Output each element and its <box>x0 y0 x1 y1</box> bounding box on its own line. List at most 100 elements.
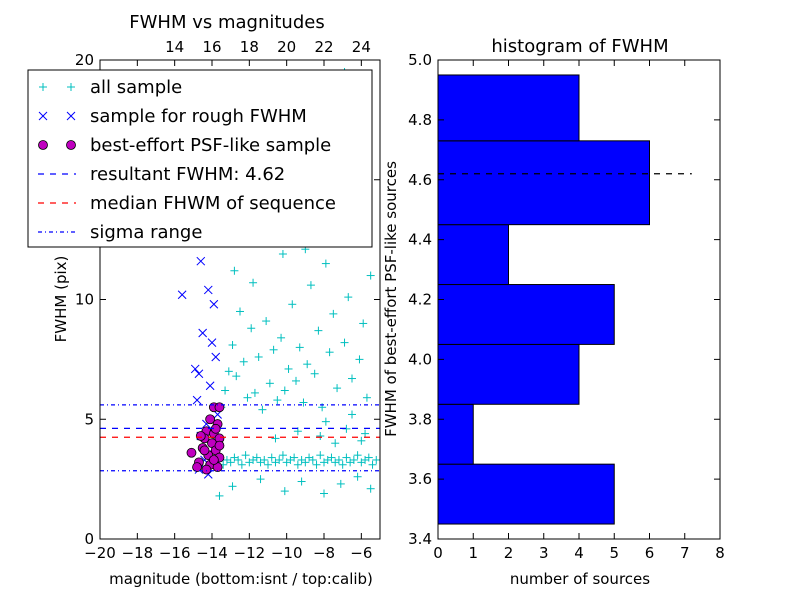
all-sample-point <box>348 374 356 383</box>
legend-item: best-effort PSF-like sample <box>38 135 331 156</box>
all-sample-point <box>321 417 330 426</box>
all-sample-point <box>348 410 356 419</box>
rough-fwhm-point <box>207 338 217 347</box>
all-sample-point <box>260 455 269 464</box>
histogram-bar <box>437 463 615 525</box>
all-sample-point <box>312 460 321 469</box>
all-sample-point <box>355 355 364 364</box>
legend-x-icon <box>38 111 48 121</box>
all-sample-point <box>338 460 347 469</box>
legend-x-icon <box>66 111 76 121</box>
all-sample-point <box>308 455 317 464</box>
all-sample-point <box>290 453 299 462</box>
legend-plus-icon <box>39 83 47 91</box>
all-sample-point <box>301 458 310 467</box>
all-sample-point <box>230 266 239 275</box>
rough-fwhm-point <box>211 352 221 362</box>
legend-item: sample for rough FWHM <box>38 106 307 127</box>
all-sample-point <box>249 278 258 287</box>
legend-item: sigma range <box>38 222 202 243</box>
all-sample-point <box>359 319 368 328</box>
x-tick-label: 0 <box>433 544 443 562</box>
all-sample-point <box>236 307 244 316</box>
y-tick-label: 3.8 <box>408 410 432 428</box>
legend-circle-icon <box>66 140 76 150</box>
all-sample-point <box>250 388 259 397</box>
all-sample-point <box>364 453 373 462</box>
all-sample-point <box>280 487 289 496</box>
rough-fwhm-point <box>192 395 202 405</box>
x-tick-label: 1 <box>468 544 478 562</box>
all-sample-point <box>340 338 349 347</box>
psf-like-point <box>186 447 197 458</box>
all-sample-point <box>314 326 323 335</box>
all-sample-point <box>221 386 230 395</box>
histogram-bar <box>437 140 650 226</box>
all-sample-point <box>271 434 280 443</box>
x-tick-label: −10 <box>271 544 303 562</box>
all-sample-point <box>366 271 375 280</box>
psf-like-point <box>201 464 212 475</box>
y-tick-label: 4.8 <box>408 111 432 129</box>
y-tick-label: 10 <box>75 291 94 309</box>
top-tick-label: 14 <box>165 38 184 56</box>
legend-item: resultant FWHM: 4.62 <box>38 164 285 185</box>
all-sample-point <box>278 451 287 460</box>
all-sample-point <box>321 259 330 268</box>
all-sample-point <box>293 460 302 469</box>
y-tick-label: 0 <box>84 530 94 548</box>
all-sample-point <box>344 293 353 302</box>
x-tick-label: −18 <box>122 544 154 562</box>
legend-item: all sample <box>39 77 182 98</box>
rough-fwhm-point <box>194 369 204 379</box>
all-sample-point <box>333 384 342 393</box>
all-sample-point <box>265 379 274 388</box>
all-sample-point <box>280 386 289 395</box>
x-tick-label: −12 <box>234 544 266 562</box>
histogram-bar <box>437 224 509 286</box>
all-sample-point <box>264 460 272 469</box>
all-sample-point <box>316 432 325 441</box>
legend-label: sample for rough FWHM <box>90 106 307 127</box>
all-sample-point <box>327 453 336 462</box>
all-sample-point <box>215 491 224 500</box>
all-sample-point <box>252 453 261 462</box>
all-sample-point <box>295 343 304 352</box>
x-tick-label: −8 <box>313 544 335 562</box>
all-sample-point <box>334 455 343 464</box>
all-sample-point <box>353 472 362 481</box>
x-tick-label: 6 <box>645 544 655 562</box>
all-sample-point <box>361 429 370 438</box>
all-sample-point <box>306 281 315 290</box>
legend-plus-icon <box>67 83 75 91</box>
all-sample-point <box>303 360 312 369</box>
all-sample-point <box>239 357 248 366</box>
all-sample-point <box>262 317 271 326</box>
legend-label: median FHWM of sequence <box>90 193 336 214</box>
all-sample-point <box>232 372 241 381</box>
x-tick-label: −14 <box>196 544 228 562</box>
all-sample-point <box>325 348 334 357</box>
legend-item: median FHWM of sequence <box>38 193 336 214</box>
legend-circle-icon <box>38 140 48 150</box>
all-sample-point <box>256 475 265 484</box>
psf-like-point <box>205 414 216 425</box>
histogram-bar <box>437 343 580 405</box>
rough-fwhm-point <box>190 364 200 374</box>
all-sample-point <box>273 396 282 405</box>
all-sample-point <box>277 333 286 342</box>
right-y-axis-label: FWHM of best-effort PSF-like sources <box>382 161 400 437</box>
all-sample-point <box>243 393 252 402</box>
x-tick-label: 4 <box>574 544 584 562</box>
right-chart-title: histogram of FWHM <box>491 36 668 57</box>
top-tick-label: 16 <box>202 38 221 56</box>
legend: all sample sample for rough FWHM best-effo… <box>27 69 373 248</box>
rough-fwhm-point <box>203 285 213 295</box>
all-sample-point <box>297 477 306 486</box>
x-tick-label: −16 <box>159 544 191 562</box>
histogram-bar <box>437 284 615 345</box>
all-sample-point <box>258 405 267 414</box>
right-x-axis-label: number of sources <box>510 570 650 588</box>
all-sample-point <box>299 398 308 407</box>
y-tick-label: 4.2 <box>408 291 432 309</box>
